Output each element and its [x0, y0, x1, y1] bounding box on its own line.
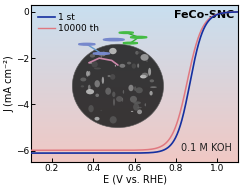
Circle shape: [93, 53, 110, 54]
Y-axis label: J (mA cm⁻²): J (mA cm⁻²): [5, 55, 15, 112]
Ellipse shape: [127, 62, 131, 64]
Ellipse shape: [137, 64, 139, 68]
Ellipse shape: [130, 96, 137, 103]
Ellipse shape: [88, 85, 91, 91]
Ellipse shape: [140, 75, 147, 78]
Ellipse shape: [110, 116, 117, 124]
Ellipse shape: [132, 64, 136, 69]
Ellipse shape: [105, 88, 111, 95]
Ellipse shape: [102, 77, 104, 84]
Ellipse shape: [112, 92, 115, 97]
Ellipse shape: [88, 105, 94, 112]
Ellipse shape: [133, 101, 141, 104]
Ellipse shape: [137, 109, 142, 114]
Ellipse shape: [81, 85, 84, 88]
Text: FeCo-SNC: FeCo-SNC: [174, 10, 234, 20]
Ellipse shape: [150, 79, 154, 82]
Ellipse shape: [101, 53, 102, 58]
X-axis label: E (V vs. RHE): E (V vs. RHE): [103, 174, 166, 184]
Legend: 1 st, 10000 th: 1 st, 10000 th: [37, 12, 100, 34]
Ellipse shape: [122, 98, 123, 102]
Ellipse shape: [100, 110, 102, 111]
Ellipse shape: [137, 107, 142, 108]
Ellipse shape: [137, 51, 142, 53]
Circle shape: [123, 42, 138, 44]
Ellipse shape: [95, 117, 100, 121]
Ellipse shape: [95, 80, 100, 87]
Ellipse shape: [98, 52, 106, 56]
Circle shape: [130, 36, 147, 38]
Ellipse shape: [134, 86, 136, 91]
Ellipse shape: [115, 65, 116, 67]
Ellipse shape: [102, 51, 105, 56]
Ellipse shape: [128, 85, 134, 91]
Ellipse shape: [113, 98, 115, 106]
Ellipse shape: [110, 74, 115, 80]
Ellipse shape: [149, 91, 153, 95]
Ellipse shape: [92, 61, 98, 67]
Ellipse shape: [140, 54, 149, 61]
Ellipse shape: [80, 77, 86, 81]
Ellipse shape: [89, 62, 92, 64]
Ellipse shape: [136, 87, 143, 93]
Ellipse shape: [148, 68, 151, 76]
Ellipse shape: [145, 103, 146, 106]
Ellipse shape: [146, 60, 148, 62]
Ellipse shape: [88, 71, 90, 76]
Ellipse shape: [141, 73, 148, 77]
Circle shape: [104, 38, 124, 41]
Ellipse shape: [150, 86, 157, 88]
Ellipse shape: [95, 94, 99, 97]
Ellipse shape: [131, 111, 133, 112]
Ellipse shape: [90, 54, 95, 58]
Circle shape: [119, 32, 133, 33]
Ellipse shape: [133, 103, 139, 111]
Ellipse shape: [109, 48, 117, 54]
Circle shape: [78, 43, 95, 45]
Ellipse shape: [135, 51, 139, 55]
Ellipse shape: [116, 96, 123, 102]
Ellipse shape: [123, 90, 124, 94]
Ellipse shape: [72, 44, 164, 128]
Ellipse shape: [108, 75, 111, 77]
Ellipse shape: [119, 64, 125, 68]
Ellipse shape: [86, 71, 89, 77]
Ellipse shape: [86, 89, 94, 94]
Text: 0.1 M KOH: 0.1 M KOH: [181, 143, 232, 153]
Ellipse shape: [94, 67, 101, 69]
